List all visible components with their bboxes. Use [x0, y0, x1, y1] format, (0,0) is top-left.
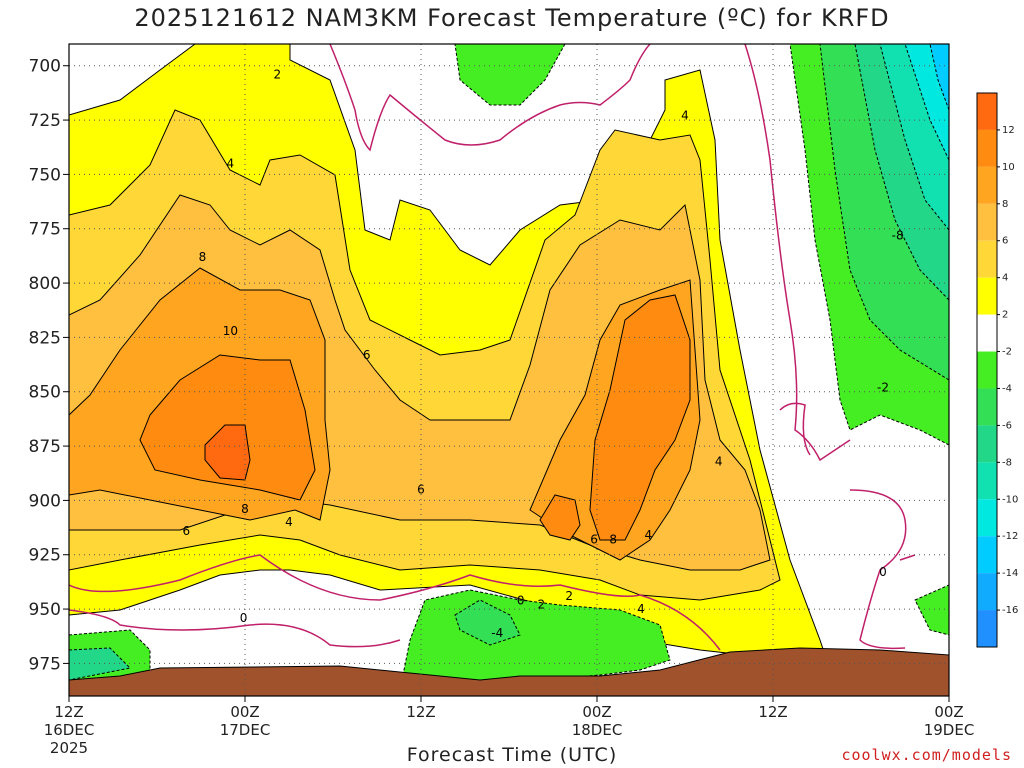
- colorbar-label: 4: [1002, 273, 1008, 284]
- colorbar-label: -2: [1002, 347, 1012, 358]
- colorbar-swatch: [977, 203, 997, 241]
- contour-fill-cold-bottom-2: [454, 599, 521, 646]
- contour-label: 0: [240, 611, 248, 625]
- contour-label: 4: [715, 454, 723, 468]
- colorbar-swatch: [977, 351, 997, 389]
- x-tick-date: 17DEC: [220, 721, 271, 739]
- contour-label: 8: [199, 250, 207, 264]
- colorbar-swatch: [977, 573, 997, 611]
- colorbar-swatch: [977, 240, 997, 278]
- contour-label: 2: [565, 589, 573, 603]
- colorbar-label: 6: [1002, 236, 1008, 247]
- contour-fill-cold-right-6: [929, 44, 949, 111]
- y-tick-label: 825: [29, 328, 61, 348]
- x-tick-label: 00Z: [582, 703, 611, 721]
- colorbar-swatch: [977, 388, 997, 426]
- y-tick-label: 775: [29, 220, 61, 240]
- x-tick-year: 2025: [50, 739, 88, 757]
- y-tick-label: 750: [29, 165, 61, 185]
- color-scale-bar: 12 10 8 6 4 2 -2 -4 -6 -8 -10 -12 -14 -16: [976, 92, 1018, 648]
- contour-label: 6: [590, 533, 598, 547]
- contour-label: 10: [223, 324, 238, 338]
- colorbar-swatch: [977, 277, 997, 315]
- colorbar-label: 2: [1002, 310, 1008, 321]
- contour-label: 4: [645, 528, 653, 542]
- contour-fill-cold-left-2: [69, 647, 132, 681]
- contour-label: 0: [879, 565, 887, 579]
- colorbar-swatch: [977, 93, 997, 130]
- contour-label: 2: [273, 67, 281, 81]
- colorbar-label: 12: [1002, 125, 1015, 136]
- x-tick-date: 19DEC: [924, 721, 975, 739]
- contour-fill-cold-top: [454, 44, 566, 106]
- contour-fill-10-12: [139, 294, 691, 541]
- x-tick-label: 12Z: [758, 703, 787, 721]
- y-tick-label: 925: [29, 546, 61, 566]
- colorbar-label: 10: [1002, 162, 1015, 173]
- colorbar-label: -4: [1002, 383, 1012, 394]
- x-tick-label: 12Z: [54, 703, 83, 721]
- y-tick-label: 850: [29, 383, 61, 403]
- y-tick-label: 900: [29, 491, 61, 511]
- contour-fill-layer: [69, 44, 949, 696]
- colorbar-swatch: [977, 499, 997, 537]
- colorbar-swatch: [977, 314, 997, 352]
- zero-isotherm-lines: [69, 44, 916, 651]
- contour-fill-12-plus: [204, 424, 251, 481]
- y-tick-label: 975: [29, 654, 61, 674]
- colorbar-swatch: [977, 166, 997, 204]
- x-tick-date: 16DEC: [44, 721, 95, 739]
- colorbar-label: -12: [1002, 531, 1018, 542]
- colorbar-swatch: [977, 536, 997, 574]
- y-tick-label: 875: [29, 437, 61, 457]
- contour-fill-cold-right-bottom: [914, 584, 949, 636]
- contour-label: -8: [892, 228, 904, 242]
- colorbar-swatch: [977, 462, 997, 500]
- y-tick-label: 950: [29, 600, 61, 620]
- contour-label: 6: [363, 348, 371, 362]
- y-tick-label: 700: [29, 57, 61, 77]
- contour-label: 4: [227, 157, 235, 171]
- contour-label: 8: [609, 533, 617, 547]
- colorbar-label: -14: [1002, 568, 1018, 579]
- contour-label: 6: [183, 524, 191, 538]
- colorbar-swatch: [977, 425, 997, 463]
- x-tick-label: 00Z: [230, 703, 259, 721]
- ground-surface: [69, 647, 949, 696]
- colorbar-label: -16: [1002, 605, 1018, 616]
- colorbar-frame: [976, 92, 998, 648]
- contour-label: -4: [491, 626, 503, 640]
- contour-label: 6: [417, 483, 425, 497]
- contour-label: 2: [537, 598, 545, 612]
- colorbar-label: -8: [1002, 457, 1012, 468]
- credit-text: coolwx.com/models: [841, 746, 1012, 764]
- x-tick-date: 18DEC: [572, 721, 623, 739]
- x-tick-label: 12Z: [406, 703, 435, 721]
- y-tick-label: 800: [29, 274, 61, 294]
- chart-title: 2025121612 NAM3KM Forecast Temperature (…: [134, 4, 890, 32]
- plot-frame: [68, 43, 950, 697]
- contour-label: 4: [681, 109, 689, 123]
- contour-label: 4: [637, 602, 645, 616]
- x-axis-label: Forecast Time (UTC): [406, 744, 618, 766]
- colorbar-label: -6: [1002, 420, 1012, 431]
- colorbar-swatch: [977, 129, 997, 167]
- colorbar-swatch: [977, 610, 997, 647]
- y-axis-ticks: 700 725 750 775 800 825 850 875 900 925 950 975: [29, 57, 69, 674]
- contour-label: 8: [241, 502, 249, 516]
- contour-label: 0: [517, 593, 525, 607]
- contour-label: -2: [877, 380, 889, 394]
- y-tick-label: 725: [29, 111, 61, 131]
- colorbar-label: 8: [1002, 199, 1008, 210]
- contour-label: 4: [285, 515, 293, 529]
- x-tick-label: 00Z: [934, 703, 963, 721]
- colorbar-label: -10: [1002, 494, 1018, 505]
